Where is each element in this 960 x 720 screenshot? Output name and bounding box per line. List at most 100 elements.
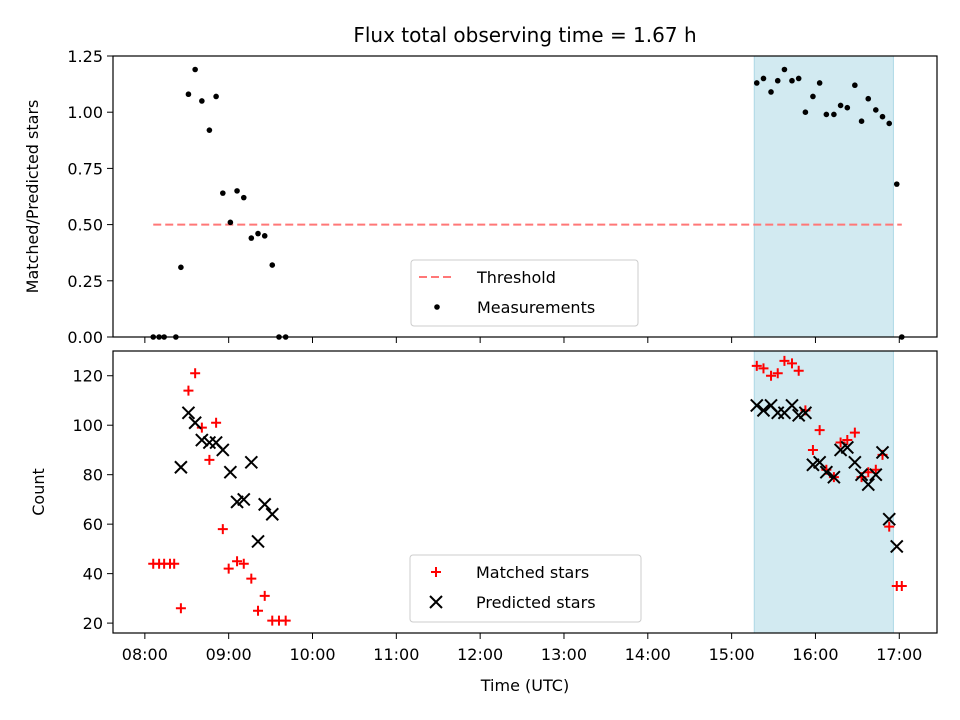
highlight-span (753, 350, 894, 634)
data-point (751, 360, 762, 371)
x-tick-label: 13:00 (541, 645, 587, 664)
data-point (195, 433, 209, 447)
series-measurements (150, 66, 905, 340)
data-point (240, 194, 247, 201)
chart-title: Flux total observing time = 1.67 h (353, 23, 696, 47)
data-point (265, 507, 279, 521)
legend-box (409, 554, 642, 623)
data-point (795, 75, 802, 82)
data-point (848, 455, 862, 470)
x-tick-label: 09:00 (206, 645, 252, 664)
data-point (756, 403, 771, 418)
data-point (261, 233, 268, 239)
data-point (781, 66, 788, 73)
data-point (211, 417, 222, 428)
data-point (258, 497, 272, 512)
data-point (175, 603, 186, 614)
x-tick-label: 17:00 (876, 645, 922, 664)
data-point (237, 492, 251, 507)
data-point (199, 98, 205, 104)
data-point (814, 425, 825, 436)
data-point (251, 534, 265, 549)
data-point (758, 363, 769, 374)
y-tick-label: 60 (83, 515, 103, 534)
data-point (786, 358, 797, 369)
data-point (234, 188, 240, 194)
x-tick-label: 11:00 (373, 645, 419, 664)
data-point (216, 443, 230, 457)
data-point (768, 89, 774, 95)
data-point (869, 467, 883, 482)
data-point (750, 398, 764, 413)
data-point (840, 440, 855, 455)
axes-frame (112, 55, 938, 338)
data-point (849, 427, 860, 438)
data-point (835, 437, 846, 448)
data-point (858, 118, 865, 124)
y-tick-label: 0.75 (67, 159, 103, 178)
data-point (861, 477, 875, 492)
data-point (842, 435, 853, 446)
data-point (244, 455, 259, 470)
data-point (774, 77, 781, 84)
y-axis-label: Count (29, 468, 48, 516)
legend-label: Predicted stars (476, 593, 596, 612)
data-point (188, 416, 202, 430)
legend-plus-swatch (431, 567, 441, 577)
legend-box (410, 259, 639, 327)
y-tick-label: 120 (72, 367, 103, 386)
data-point (174, 460, 188, 474)
x-tick-label: 12:00 (457, 645, 503, 664)
data-point (879, 113, 886, 120)
data-point (810, 93, 816, 100)
data-point (238, 558, 249, 569)
data-point (793, 365, 804, 376)
y-tick-label: 20 (83, 614, 103, 633)
data-point (248, 235, 255, 241)
data-point (772, 368, 783, 379)
data-point (827, 470, 841, 484)
highlight-span (753, 55, 894, 338)
series-matched-stars (148, 355, 907, 626)
data-point (854, 467, 869, 482)
data-point (798, 406, 813, 420)
data-point (183, 385, 194, 396)
y-tick-label: 0.50 (67, 216, 103, 235)
data-point (844, 104, 851, 111)
x-tick-label: 14:00 (625, 645, 671, 664)
data-point (269, 262, 276, 268)
data-point (823, 111, 830, 118)
data-point (255, 230, 261, 237)
data-point (882, 512, 896, 526)
data-point (169, 558, 180, 569)
data-point (785, 398, 799, 413)
data-point (873, 107, 879, 113)
data-point (185, 91, 192, 98)
data-point (865, 95, 872, 102)
data-point (223, 465, 238, 479)
data-point (812, 455, 827, 470)
data-point (227, 219, 234, 226)
x-tick-label: 16:00 (792, 645, 838, 664)
y-tick-label: 40 (83, 565, 103, 584)
data-point (204, 454, 215, 465)
data-point (196, 422, 207, 433)
x-tick-label: 10:00 (289, 645, 335, 664)
legend: Matched stars Predicted stars (409, 554, 642, 623)
axes-frame (112, 350, 938, 634)
data-point (190, 368, 201, 379)
data-point (896, 581, 907, 591)
data-point (875, 445, 890, 460)
data-point (206, 127, 213, 133)
x-tick-label: 15:00 (709, 645, 755, 664)
data-point (223, 563, 234, 574)
x-tick-label: 08:00 (122, 645, 168, 664)
data-point (213, 93, 219, 100)
data-point (779, 355, 790, 366)
y-axis-label: Matched/Predicted stars (23, 100, 42, 294)
data-point (181, 406, 196, 420)
data-point (831, 111, 837, 118)
legend-label: Matched stars (476, 563, 589, 582)
data-point (837, 102, 844, 109)
